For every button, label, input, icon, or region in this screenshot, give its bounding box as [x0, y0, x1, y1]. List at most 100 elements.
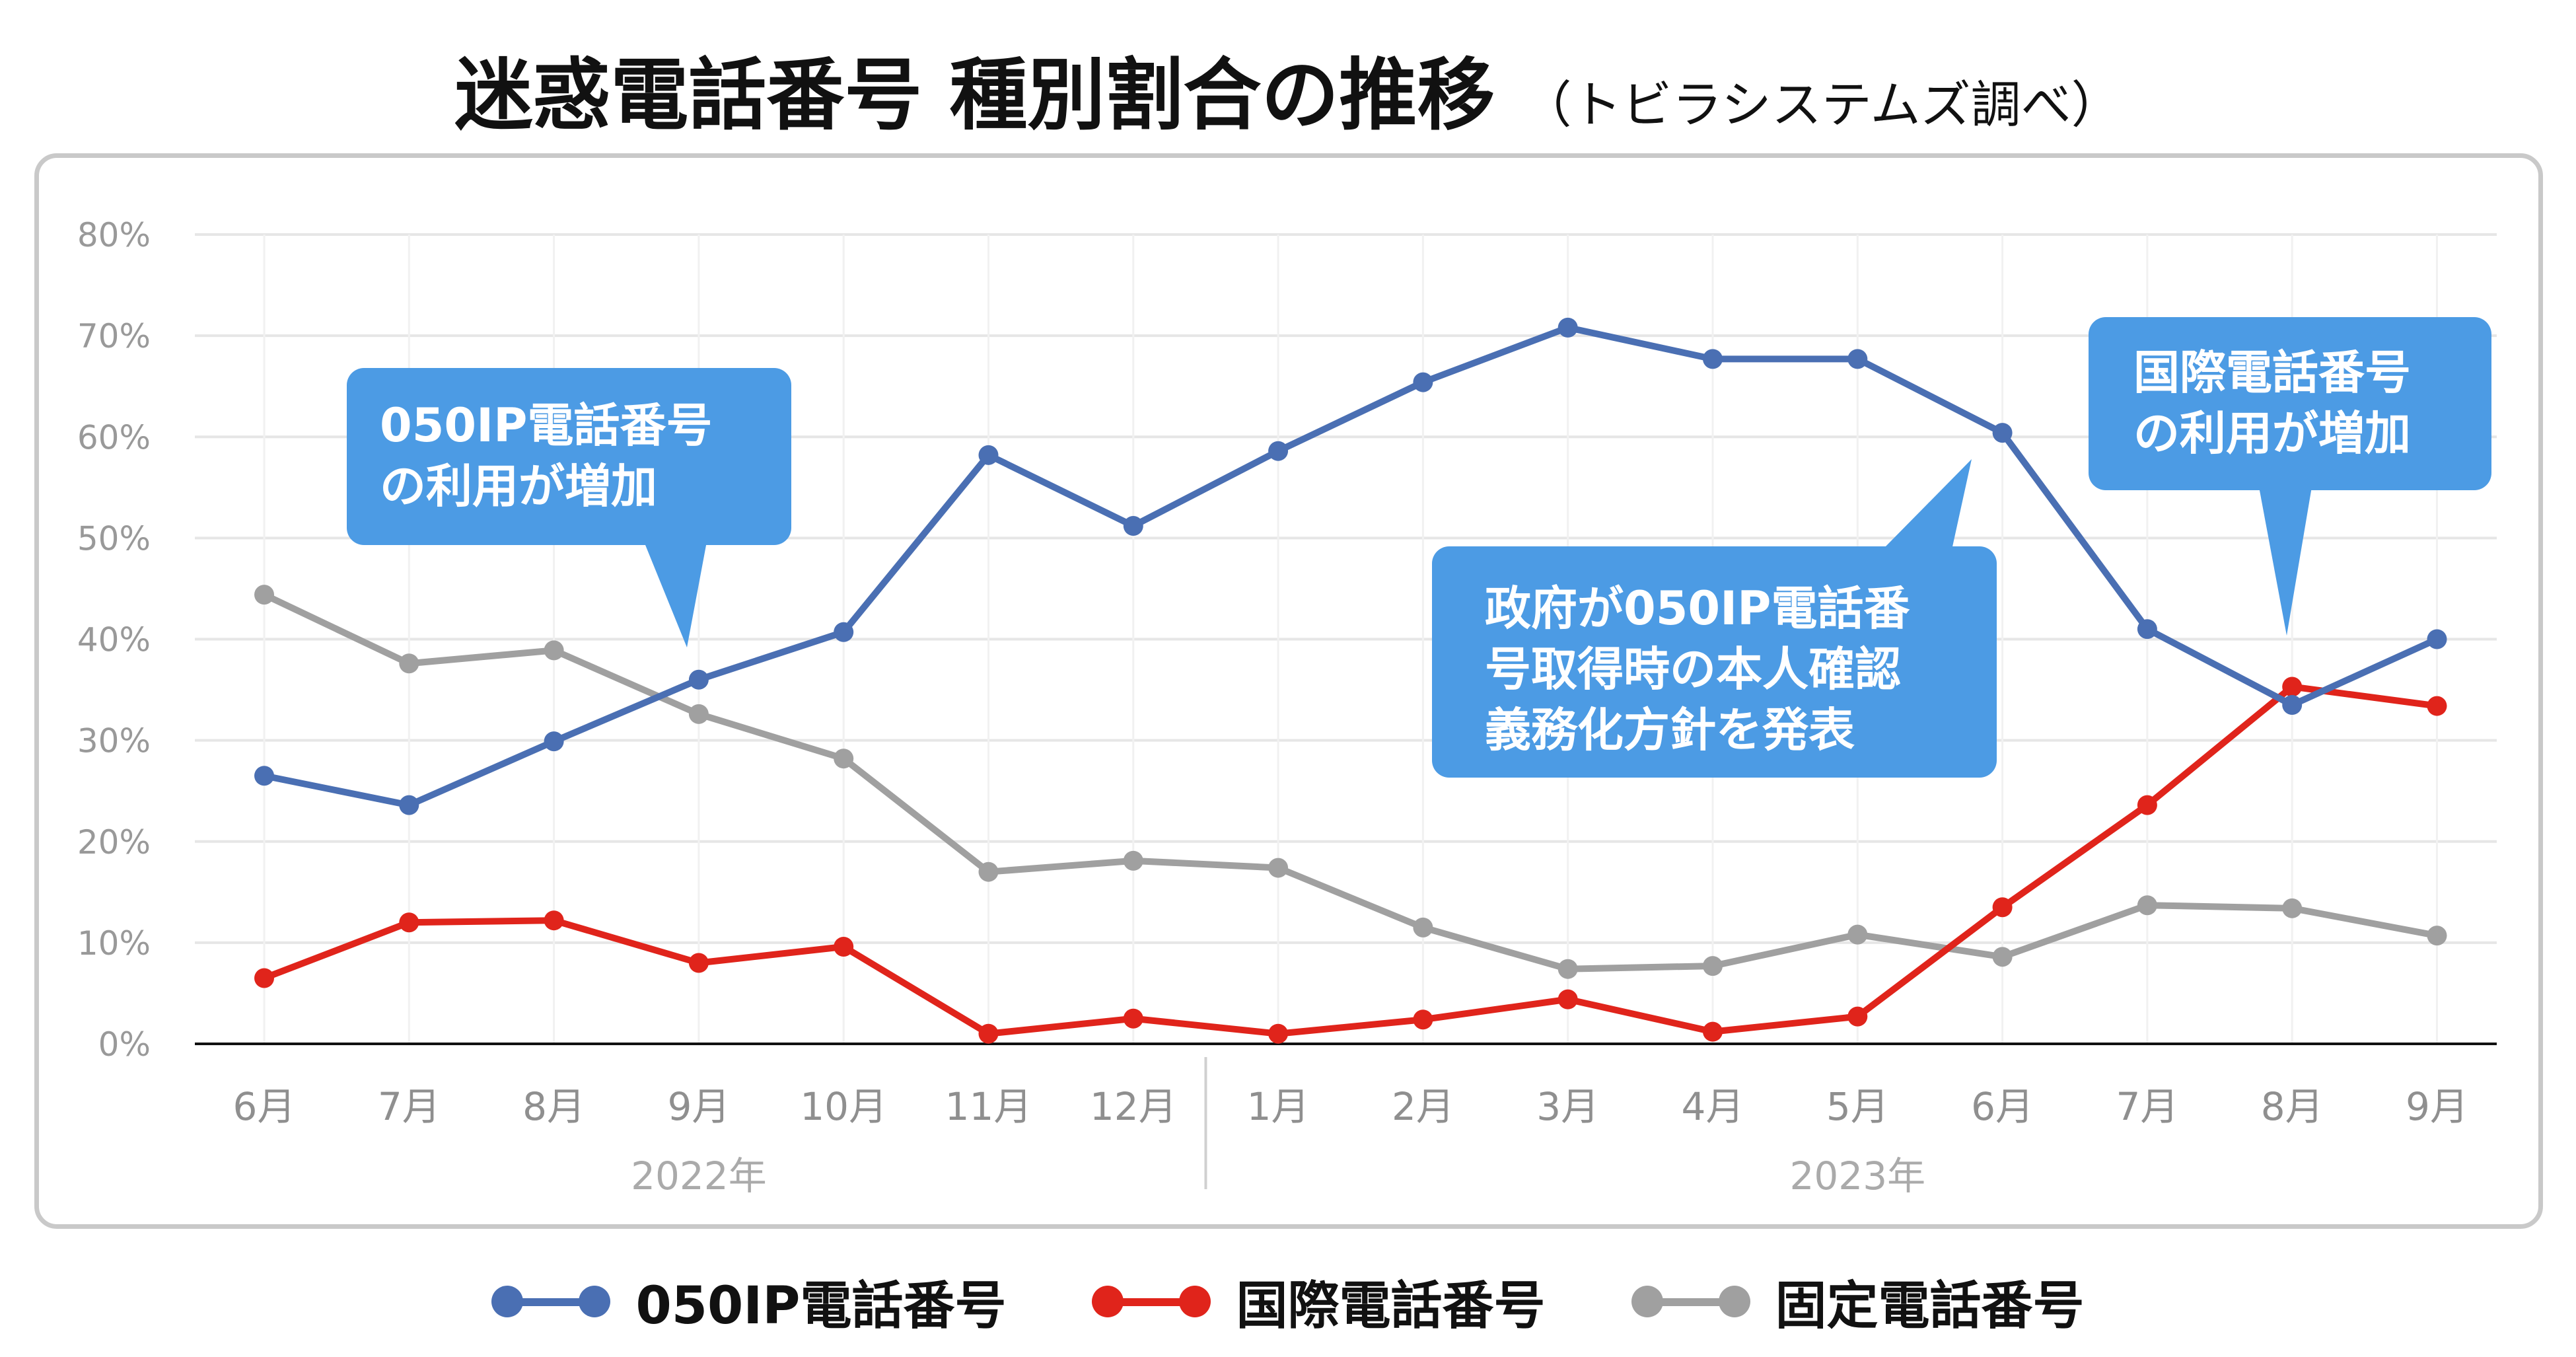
callout-2-box	[1432, 546, 1997, 778]
legend-swatch-international	[1092, 1285, 1211, 1318]
legend-swatch-fixed	[1631, 1285, 1750, 1318]
data-point-international	[978, 1023, 999, 1044]
chart-subtitle: （トビラシステムズ調べ）	[1521, 75, 2122, 134]
data-point-050ip	[1268, 441, 1289, 461]
data-point-international	[1847, 1006, 1868, 1027]
data-point-fixed	[254, 585, 274, 605]
y-tick-label: 60%	[77, 418, 151, 457]
legend-dot-international-right	[1179, 1286, 1211, 1317]
legend-item-fixed[interactable]: 固定電話番号	[1631, 1265, 2085, 1339]
legend-dot-fixed-right	[1718, 1286, 1750, 1317]
y-tick-label: 10%	[77, 924, 151, 963]
data-point-050ip	[2427, 629, 2447, 649]
legend-item-050ip[interactable]: 050IP電話番号	[491, 1265, 1006, 1339]
x-tick-label: 1月	[1247, 1084, 1310, 1129]
chart-title: 迷惑電話番号 種別割合の推移	[454, 50, 1495, 141]
x-tick-label: 7月	[2116, 1084, 2178, 1129]
data-point-international	[2137, 795, 2157, 815]
data-point-050ip	[1703, 349, 1723, 369]
data-point-050ip	[1413, 372, 1433, 392]
year-label: 2022年	[631, 1154, 767, 1198]
x-tick-label: 8月	[2261, 1084, 2324, 1129]
callout-1-box	[347, 368, 791, 545]
callout-2-text: 政府が050IP電話番	[1485, 581, 1910, 636]
x-tick-label: 12月	[1090, 1084, 1177, 1129]
data-point-international	[1557, 989, 1578, 1009]
legend-line-fixed	[1639, 1298, 1742, 1306]
data-point-fixed	[544, 640, 564, 661]
data-point-050ip	[399, 795, 419, 815]
x-tick-label: 8月	[522, 1084, 585, 1129]
data-point-fixed	[2137, 895, 2157, 916]
data-point-fixed	[1847, 924, 1868, 945]
data-point-050ip	[688, 669, 709, 690]
data-point-international	[1703, 1021, 1723, 1042]
chart-title-block: 迷惑電話番号 種別割合の推移 （トビラシステムズ調べ）	[0, 32, 2576, 145]
data-point-international	[2427, 696, 2447, 716]
legend-dot-international-left	[1092, 1286, 1124, 1317]
line-chart: 0% 10% 20% 30% 40% 50% 60% 70% 80% 6月 7月 8月 9月 10月 11月…	[77, 216, 2497, 1198]
series-line-international	[261, 683, 2441, 1037]
callout-3-text: の利用が増加	[2133, 406, 2411, 460]
data-point-international	[1268, 1023, 1289, 1044]
legend-label-fixed: 固定電話番号	[1775, 1276, 2085, 1336]
data-point-international	[1992, 897, 2013, 918]
data-point-050ip	[978, 445, 999, 465]
chart-frame	[34, 153, 2543, 1229]
data-point-international	[1413, 1009, 1433, 1030]
data-point-international	[834, 937, 854, 957]
series-line-fixed	[261, 591, 2441, 972]
data-point-fixed	[834, 749, 854, 769]
data-point-fixed	[688, 704, 709, 724]
legend-dot-050ip-left	[491, 1286, 524, 1317]
x-tick-label: 5月	[1826, 1084, 1889, 1129]
legend-label-050ip: 050IP電話番号	[635, 1276, 1007, 1336]
data-point-fixed	[2427, 926, 2447, 946]
x-tick-label: 6月	[233, 1084, 296, 1129]
x-tick-label: 4月	[1682, 1084, 1744, 1129]
y-tick-label: 70%	[77, 317, 151, 355]
callout-1-text: の利用が増加	[380, 459, 657, 513]
data-point-050ip	[1557, 317, 1578, 338]
data-point-050ip	[254, 766, 274, 786]
data-point-international	[254, 968, 274, 988]
data-point-international	[544, 910, 564, 931]
series-line-050ip	[261, 324, 2441, 809]
legend-dot-050ip-right	[579, 1286, 611, 1317]
data-point-050ip	[1992, 423, 2013, 443]
data-point-international	[2282, 677, 2303, 697]
data-point-international	[688, 953, 709, 973]
y-tick-label: 30%	[77, 722, 151, 760]
data-point-050ip	[1847, 349, 1868, 369]
legend-line-international	[1100, 1298, 1203, 1306]
year-label: 2023年	[1789, 1154, 1925, 1198]
legend-line-050ip	[499, 1298, 603, 1306]
data-point-fixed	[399, 653, 419, 674]
x-tick-label: 10月	[800, 1084, 887, 1129]
callout-3-box	[2089, 317, 2491, 490]
callout-3-tail	[2259, 487, 2312, 636]
data-point-050ip	[1123, 516, 1143, 536]
data-point-fixed	[1703, 956, 1723, 976]
data-point-international	[1123, 1008, 1143, 1029]
callout-1-tail	[644, 542, 707, 647]
x-tick-label: 3月	[1536, 1084, 1599, 1129]
callout-2-tail	[1882, 459, 1972, 550]
data-point-fixed	[978, 862, 999, 882]
data-point-050ip	[2282, 695, 2303, 715]
legend-swatch-050ip	[491, 1285, 611, 1318]
y-tick-label: 50%	[77, 519, 151, 558]
data-point-fixed	[1123, 850, 1143, 871]
y-tick-label: 40%	[77, 621, 151, 659]
legend: 050IP電話番号 国際電話番号 固定電話番号	[0, 1265, 2576, 1338]
x-tick-label: 7月	[378, 1084, 441, 1129]
y-tick-label: 80%	[77, 216, 151, 254]
legend-item-international[interactable]: 国際電話番号	[1092, 1265, 1546, 1339]
data-point-fixed	[1413, 917, 1433, 937]
legend-dot-fixed-left	[1631, 1286, 1663, 1317]
data-point-fixed	[1268, 858, 1289, 878]
y-tick-label: 20%	[77, 823, 151, 862]
callout-2-text: 号取得時の本人確認	[1485, 642, 1901, 696]
data-point-fixed	[1992, 947, 2013, 967]
callout-3-text: 国際電話番号	[2133, 346, 2411, 400]
